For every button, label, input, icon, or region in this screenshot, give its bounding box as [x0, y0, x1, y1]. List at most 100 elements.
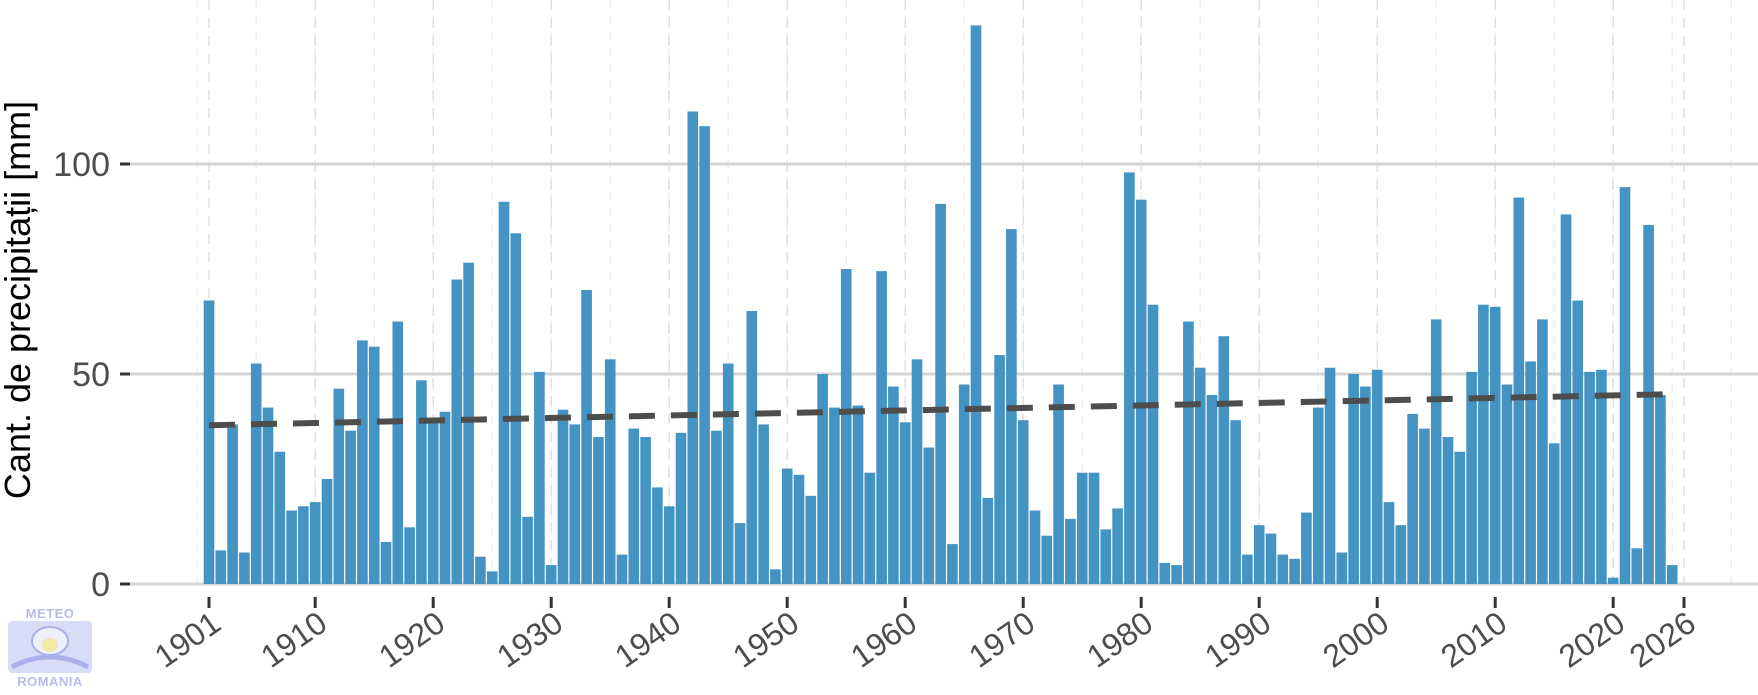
bar-1916 — [380, 542, 392, 584]
x-tick-label: 2026 — [1623, 604, 1702, 674]
bar-1955 — [840, 269, 852, 584]
bar-1962 — [923, 447, 935, 584]
bar-1933 — [581, 290, 592, 584]
bar-1980 — [1135, 199, 1147, 584]
bar-1908 — [286, 510, 297, 584]
bar-1991 — [1265, 533, 1277, 584]
bar-1943 — [699, 126, 710, 584]
bar-1984 — [1183, 321, 1194, 584]
bar-1934 — [593, 437, 604, 584]
bar-2003 — [1407, 413, 1418, 584]
bars — [203, 25, 1678, 585]
bar-1986 — [1206, 395, 1218, 584]
bar-2014 — [1537, 319, 1548, 584]
bar-1975 — [1076, 472, 1088, 584]
bar-1971 — [1029, 510, 1041, 584]
bar-1946 — [734, 523, 746, 584]
bar-1964 — [947, 544, 958, 584]
bar-1995 — [1312, 407, 1324, 584]
y-tick-label: 100 — [53, 146, 110, 184]
bar-1905 — [250, 363, 262, 584]
bar-1923 — [463, 262, 474, 584]
bar-1930 — [545, 565, 557, 584]
x-tick-label: 2020 — [1552, 604, 1631, 674]
bar-1988 — [1230, 420, 1241, 584]
bar-1921 — [439, 411, 451, 584]
bar-2018 — [1584, 371, 1595, 584]
x-axis: 1901 1910 1920 1930 1940 1950 1960 1970 1980 1990… — [148, 597, 1702, 675]
x-tick-label: 1950 — [726, 604, 805, 674]
bar-1947 — [746, 311, 758, 584]
bar-1911 — [321, 479, 333, 584]
bar-1927 — [510, 233, 522, 585]
bar-1918 — [404, 527, 415, 584]
bar-1932 — [569, 424, 581, 584]
bar-1924 — [475, 556, 486, 584]
bar-1978 — [1112, 508, 1123, 584]
bar-1944 — [711, 430, 722, 584]
bar-1904 — [239, 552, 250, 584]
bar-1922 — [451, 279, 463, 584]
bar-1928 — [522, 516, 533, 584]
logo-emblem-icon — [8, 621, 92, 673]
bar-1963 — [935, 203, 946, 584]
bar-1926 — [498, 201, 510, 585]
bar-1912 — [333, 388, 345, 584]
bar-1901 — [203, 300, 215, 584]
y-tick-label: 50 — [72, 356, 110, 394]
logo-top-text: METEO — [25, 606, 75, 621]
bar-1910 — [309, 502, 321, 584]
bar-1907 — [274, 451, 286, 584]
bar-1985 — [1194, 367, 1206, 584]
bar-2025 — [1666, 565, 1678, 584]
bar-1913 — [345, 430, 356, 584]
bar-2021 — [1619, 187, 1631, 584]
bar-1979 — [1124, 172, 1135, 584]
bar-1961 — [911, 359, 923, 584]
x-tick-label: 1930 — [490, 604, 569, 674]
x-tick-label: 1910 — [254, 604, 333, 674]
y-axis: 0 50 100 — [53, 146, 130, 604]
bar-1939 — [652, 487, 663, 584]
bar-1973 — [1053, 384, 1064, 584]
bar-1972 — [1041, 535, 1053, 584]
bar-1957 — [864, 472, 876, 584]
x-tick-label: 2000 — [1316, 604, 1395, 674]
bar-1909 — [298, 506, 309, 584]
y-axis-label: Cant. de precipitații [mm] — [0, 101, 38, 499]
bar-2005 — [1430, 319, 1442, 584]
x-tick-label: 1940 — [608, 604, 687, 674]
bar-1902 — [215, 550, 227, 584]
meteo-romania-logo: METEO ROMANIA — [5, 606, 95, 692]
bar-2012 — [1513, 197, 1525, 584]
bar-1999 — [1360, 386, 1371, 584]
bar-2019 — [1596, 369, 1607, 584]
bar-2000 — [1371, 369, 1383, 584]
bar-2008 — [1466, 371, 1477, 584]
x-tick-label: 1901 — [148, 604, 227, 674]
bar-1952 — [805, 495, 817, 584]
bar-1936 — [616, 554, 628, 584]
bar-1989 — [1242, 554, 1253, 584]
bar-2006 — [1442, 437, 1454, 584]
bar-1966 — [970, 25, 982, 584]
bar-1917 — [392, 321, 404, 584]
bar-1965 — [958, 384, 970, 584]
bar-1996 — [1324, 367, 1336, 584]
bar-2009 — [1478, 304, 1489, 584]
bar-1915 — [368, 346, 380, 584]
bar-1903 — [227, 424, 238, 584]
bar-1993 — [1289, 558, 1300, 584]
bar-2010 — [1489, 306, 1501, 584]
bar-1983 — [1171, 565, 1182, 584]
bar-1967 — [982, 497, 994, 584]
bar-1941 — [675, 432, 687, 584]
bar-2023 — [1643, 224, 1654, 584]
bar-2011 — [1501, 384, 1513, 584]
x-tick-label: 1920 — [372, 604, 451, 674]
bar-1945 — [722, 363, 734, 584]
bar-2017 — [1572, 300, 1584, 584]
bar-1976 — [1088, 472, 1100, 584]
bar-2004 — [1419, 428, 1430, 584]
